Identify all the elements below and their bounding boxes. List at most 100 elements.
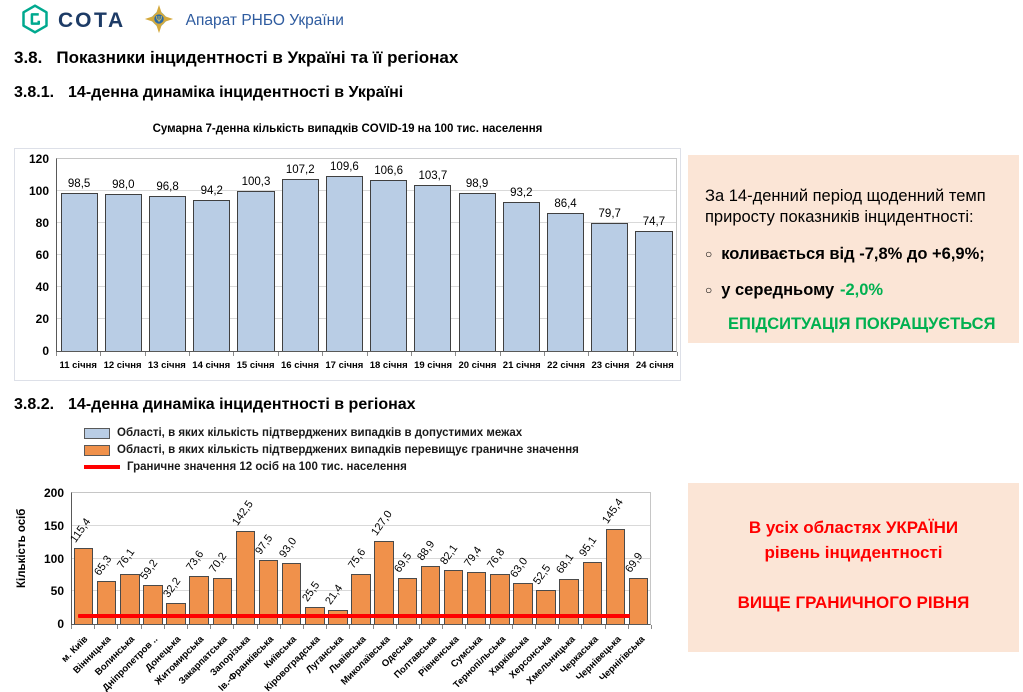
- bar-value-label: 98,0: [112, 179, 135, 192]
- x-tick: [397, 625, 421, 629]
- section-heading-3-8-2: 3.8.2. 14-денна динаміка інцидентності в …: [14, 396, 416, 414]
- bar-value-label: 93,0: [276, 535, 299, 561]
- bar-value-label: 76,8: [484, 546, 508, 571]
- x-tick: [559, 625, 583, 629]
- bar-value-label: 76,1: [114, 546, 138, 572]
- grid-line: [72, 524, 650, 526]
- x-tick: [101, 352, 146, 356]
- x-tick: [412, 352, 457, 356]
- x-tick: [279, 352, 324, 356]
- bar: [325, 175, 363, 351]
- legend-swatch-blue: [84, 427, 110, 439]
- bar: [120, 574, 140, 624]
- x-tick: [281, 625, 305, 629]
- bar-value-label: 109,6: [330, 160, 359, 173]
- x-tick: [146, 352, 191, 356]
- x-category-slot: 22 січня: [547, 360, 586, 371]
- x-tick: [456, 352, 501, 356]
- bar-slot: 103,7: [411, 159, 455, 351]
- bar-slot: 94,2: [190, 159, 234, 351]
- y-tick-label: 0: [57, 617, 64, 631]
- chart2-legend: Області, в яких кількість підтверджених …: [84, 426, 579, 474]
- x-tick: [72, 625, 96, 629]
- x-tick: [536, 625, 560, 629]
- section-title: 14-денна динаміка інцидентності в регіон…: [68, 396, 416, 413]
- bar: [96, 581, 117, 624]
- legend-label: Граничне значення 12 осіб на 100 тис. на…: [127, 461, 407, 473]
- bar: [166, 602, 186, 624]
- epidemic-status-text: ЕПІДСИТУАЦІЯ ПОКРАЩУЄТЬСЯ: [728, 314, 996, 333]
- bar-value-label: 94,2: [200, 185, 223, 198]
- bar: [420, 565, 441, 624]
- x-tick: [589, 352, 634, 356]
- x-tick: [234, 352, 279, 356]
- bar-slot: 65,3: [92, 493, 118, 624]
- bar-slot: 93,2: [499, 159, 543, 351]
- x-tick: [634, 352, 679, 356]
- bar-slot: 59,2: [138, 493, 164, 624]
- bar-slot: 25,5: [299, 493, 326, 624]
- chart1-title: Сумарна 7-денна кількість випадків COVID…: [152, 123, 543, 135]
- bar: [193, 200, 231, 351]
- average-value: -2,0%: [840, 281, 884, 300]
- bar-value-label: 68,1: [554, 551, 577, 577]
- bar: [235, 530, 256, 624]
- bar: [490, 573, 510, 624]
- bar-value-label: 52,5: [531, 562, 554, 587]
- regions-status-line1: В усіх областях УКРАЇНИ: [748, 518, 959, 537]
- threshold-line: [77, 614, 630, 619]
- bar-value-label: 25,5: [299, 579, 323, 605]
- y-tick-label: 120: [28, 152, 49, 166]
- section-number: 3.8.2.: [14, 396, 55, 413]
- x-tick: [118, 625, 142, 629]
- bar: [582, 561, 603, 624]
- bar-slot: 68,1: [554, 493, 581, 624]
- grid-line: [57, 190, 676, 191]
- x-tick: [304, 625, 328, 629]
- bar: [458, 192, 496, 351]
- regions-status-line3: ВИЩЕ ГРАНИЧНОГО РІВНЯ: [737, 593, 970, 613]
- svg-text:Ψ: Ψ: [156, 14, 162, 23]
- bar-slot: 142,5: [231, 493, 257, 624]
- x-tick: [501, 352, 545, 356]
- section-heading-3-8: 3.8. Показники інцидентності в Україні та…: [14, 48, 458, 68]
- callout-intro: За 14-денний період щоденний темп прирос…: [705, 187, 986, 227]
- legend-label: Області, в яких кількість підтверджених …: [117, 427, 523, 439]
- bar-value-label: 93,2: [510, 186, 533, 199]
- legend-swatch-orange: [84, 444, 110, 456]
- rnbo-emblem-icon: Ψ: [144, 4, 174, 39]
- y-tick-label: 60: [35, 248, 49, 262]
- bar: [281, 179, 319, 351]
- bar: [60, 193, 98, 351]
- x-tick: [513, 625, 537, 629]
- bar: [605, 528, 626, 624]
- bar-value-label: 79,4: [461, 544, 484, 569]
- bar: [258, 560, 279, 624]
- bullet-icon: ○: [705, 283, 713, 298]
- bar-value-label: 107,2: [285, 164, 315, 177]
- bar-value-label: 82,1: [438, 542, 461, 568]
- x-category-slot: 14 січня: [192, 360, 231, 371]
- bar: [143, 585, 163, 624]
- x-category-slot: 23 січня: [591, 360, 630, 371]
- x-tick: [95, 625, 119, 629]
- x-category-slot: 11 січня: [59, 360, 97, 371]
- grid-line: [57, 318, 676, 319]
- bar: [546, 212, 585, 351]
- x-category-slot: 19 січня: [414, 360, 453, 371]
- x-category-slot: 12 січня: [103, 360, 142, 371]
- bar-slot: 115,4: [69, 493, 95, 624]
- bar-slot: 21,4: [323, 493, 349, 624]
- bar-slot: 107,2: [278, 159, 322, 351]
- bar-value-label: 103,7: [418, 170, 448, 183]
- bar-slot: 76,8: [484, 493, 511, 624]
- bar-slot: 70,2: [207, 493, 234, 624]
- bar-value-label: 63,0: [508, 555, 531, 580]
- bar-slot: 98,9: [455, 159, 499, 351]
- x-tick: [490, 625, 513, 629]
- legend-item-within-limits: Області, в яких кількість підтверджених …: [84, 426, 579, 440]
- section-number: 3.8.1.: [14, 84, 55, 101]
- x-tick: [57, 352, 102, 356]
- sota-logo-text: СОТА: [58, 9, 126, 32]
